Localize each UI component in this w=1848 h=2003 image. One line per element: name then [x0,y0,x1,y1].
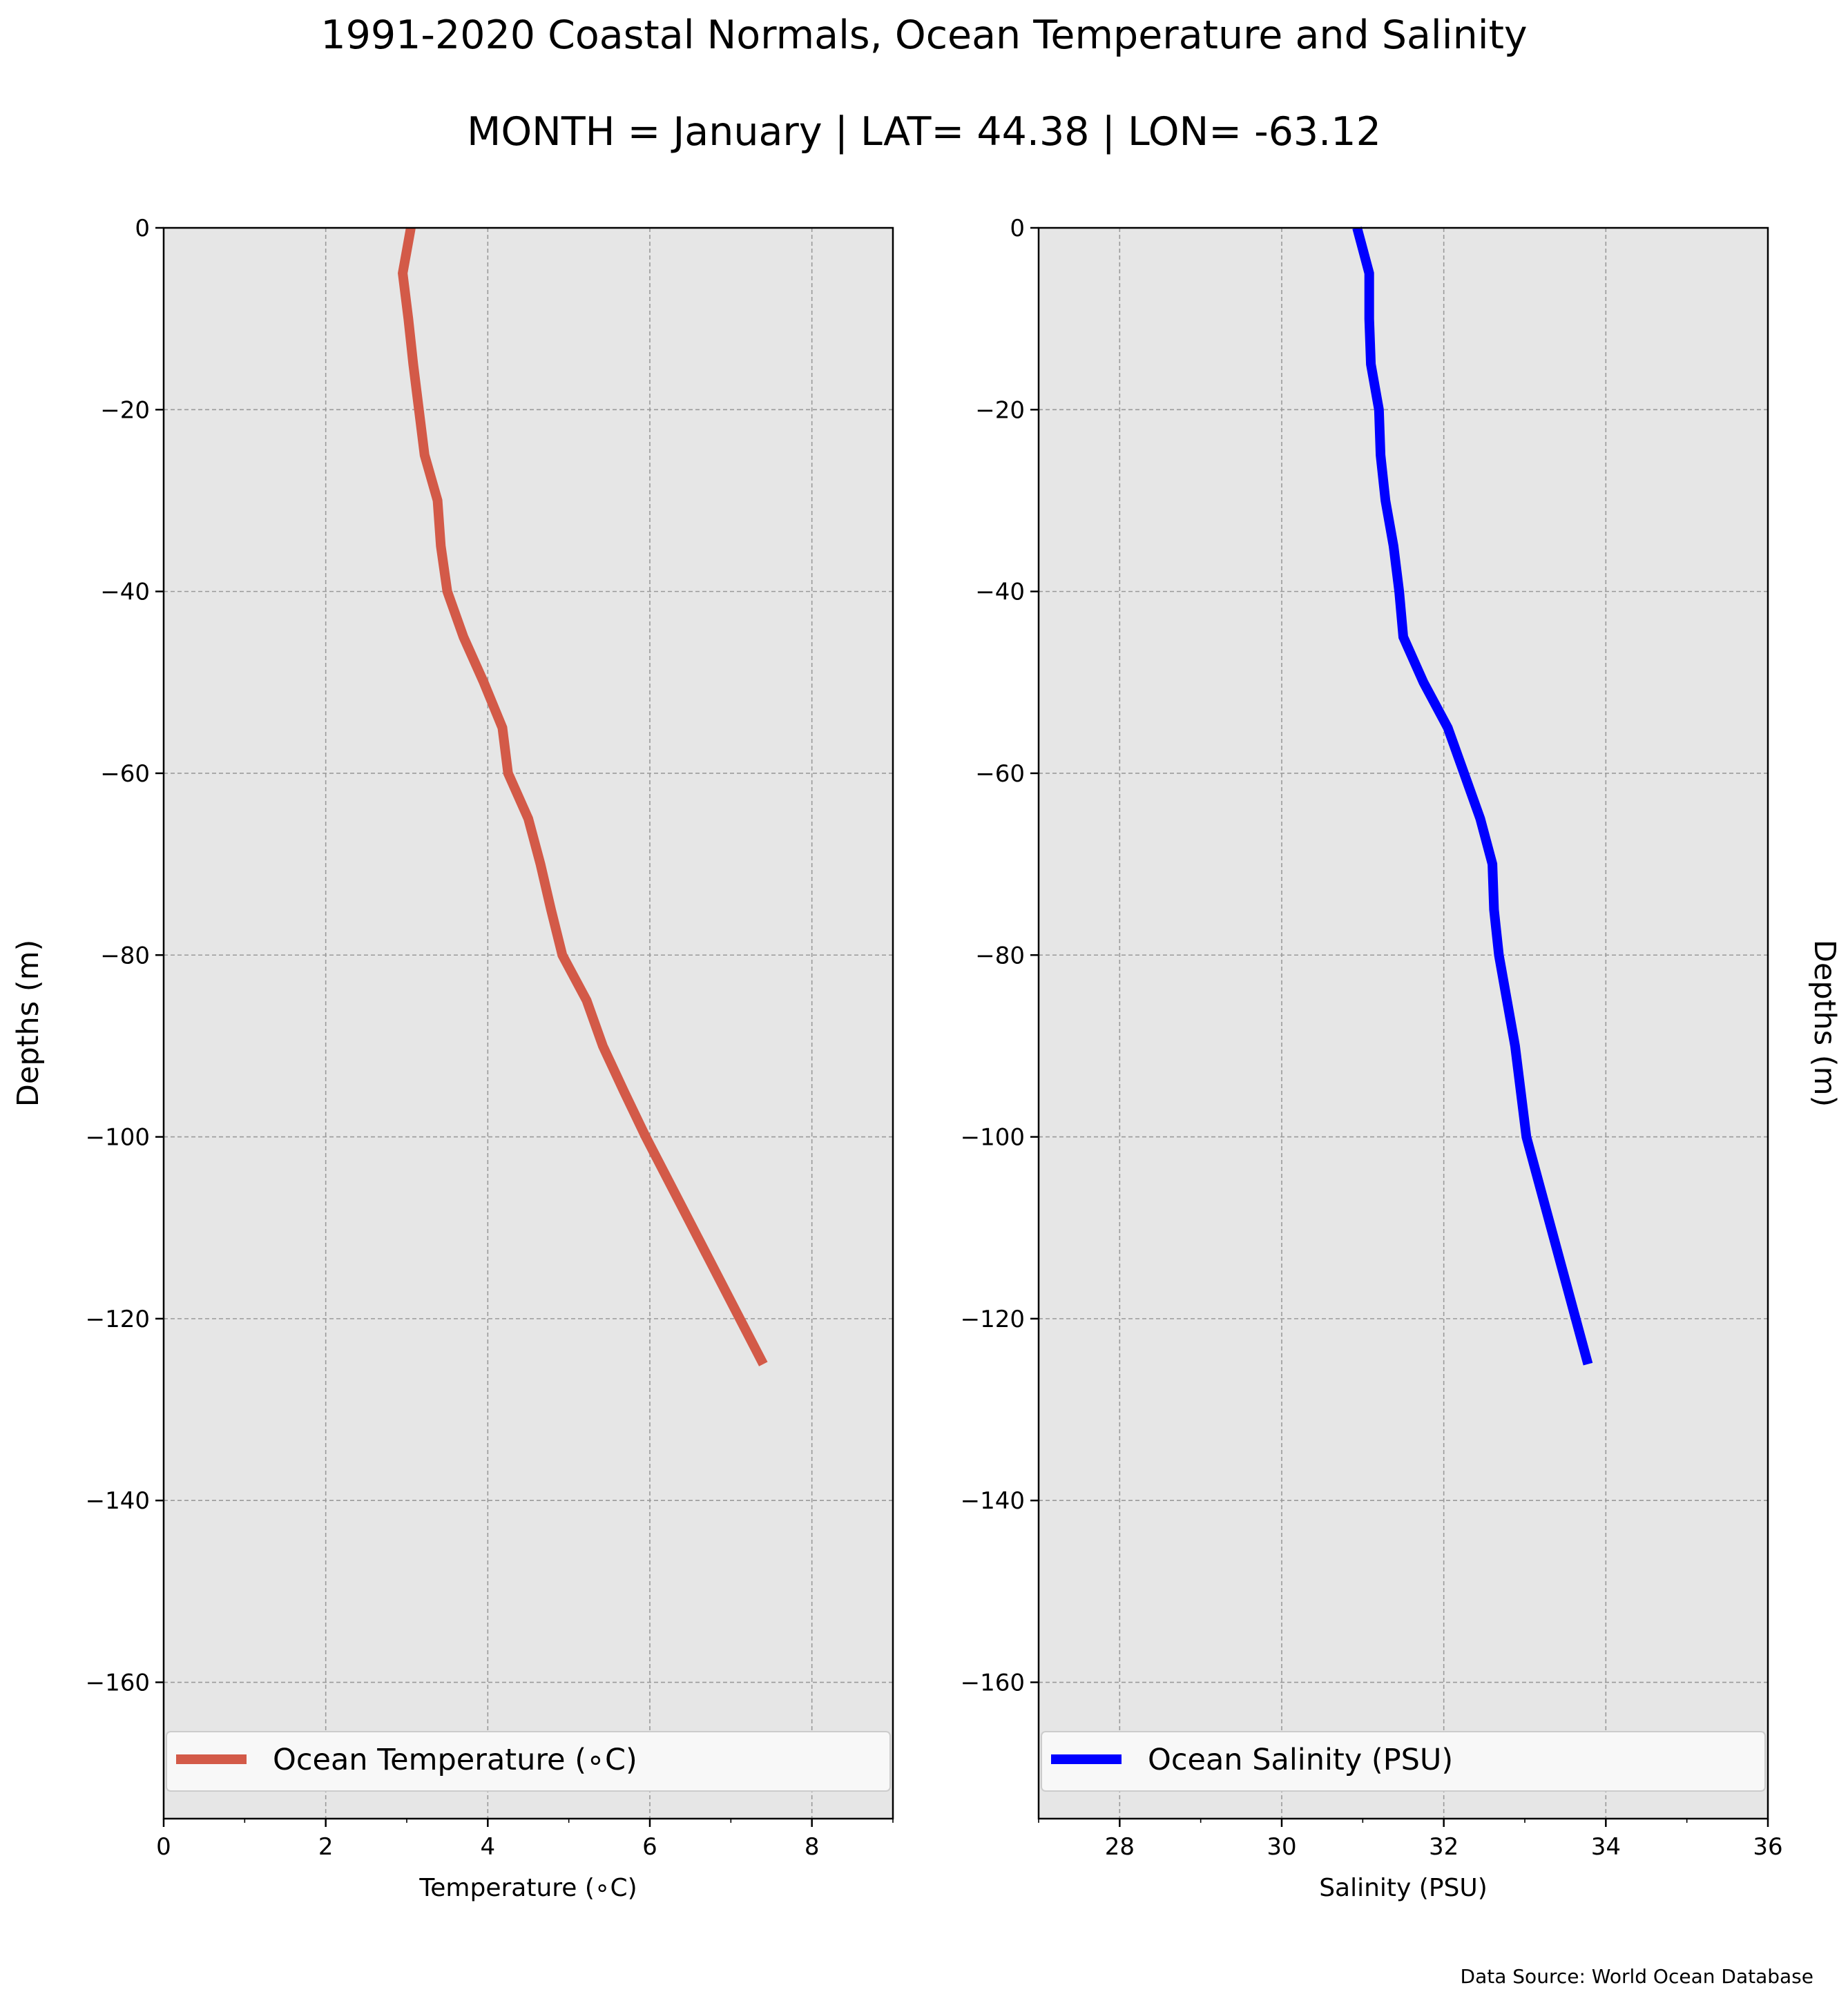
legend-box [166,1731,891,1792]
y-tick-label: 0 [135,215,150,242]
temperature-panel: 0 2 4 6 8 0 −20 −40 −60 −80 −100 −120 −140 −160 Temper… [11,215,894,1902]
legend-box [1041,1731,1766,1792]
y-tick-label: −40 [100,579,150,606]
figure-subtitle: MONTH = January | LAT= 44.38 | LON= -63.… [467,109,1381,155]
x-tick-label: 2 [318,1833,334,1861]
x-tick-label: 4 [481,1833,496,1861]
axes-frame [1037,226,1769,1820]
x-tick-label: 30 [1267,1833,1296,1861]
data-source-note: Data Source: World Ocean Database [1461,1965,1813,1988]
plot-area [1039,228,1768,1819]
legend: Ocean Salinity (PSU) [1041,1731,1766,1792]
x-tick-label: 34 [1591,1833,1621,1861]
y-tick-label: −100 [86,1124,150,1152]
y-tick-label: −40 [975,579,1025,606]
series-line [1352,226,1593,1366]
x-tick-label: 36 [1753,1833,1782,1861]
legend-label: Ocean Temperature (∘C) [273,1743,637,1777]
series-line [398,226,768,1366]
y-tick-label: −60 [100,760,150,788]
y-tick-label: −160 [961,1670,1025,1697]
figure-title: 1991-2020 Coastal Normals, Ocean Tempera… [320,12,1527,58]
legend: Ocean Temperature (∘C) [166,1731,891,1792]
x-tick-label: 6 [642,1833,657,1861]
y-tick-label: −140 [961,1487,1025,1515]
y-tick-label: −120 [961,1306,1025,1333]
x-tick-label: 8 [805,1833,820,1861]
y-axis-label: Depths (m) [11,940,46,1107]
axes-frame [162,226,894,1820]
x-axis-label: Salinity (PSU) [1319,1874,1488,1902]
x-axis-label: Temperature (∘C) [418,1874,637,1902]
plot-area [164,228,893,1819]
y-tick-label: −80 [975,942,1025,969]
y-tick-label: 0 [1010,215,1025,242]
y-tick-label: −140 [86,1487,150,1515]
y-axis-label: Depths (m) [1807,940,1842,1107]
y-tick-label: −160 [86,1670,150,1697]
y-tick-label: −80 [100,942,150,969]
y-tick-label: −20 [100,396,150,424]
x-tick-label: 28 [1105,1833,1135,1861]
y-tick-label: −120 [86,1306,150,1333]
legend-label: Ocean Salinity (PSU) [1148,1743,1453,1777]
y-tick-label: −100 [961,1124,1025,1152]
salinity-panel: 28 30 32 34 36 0 −20 −40 −60 −80 −100 −120 −140 −160 S… [961,215,1842,1902]
x-tick-label: 0 [156,1833,171,1861]
y-tick-label: −60 [975,760,1025,788]
y-tick-label: −20 [975,396,1025,424]
x-tick-label: 32 [1429,1833,1459,1861]
